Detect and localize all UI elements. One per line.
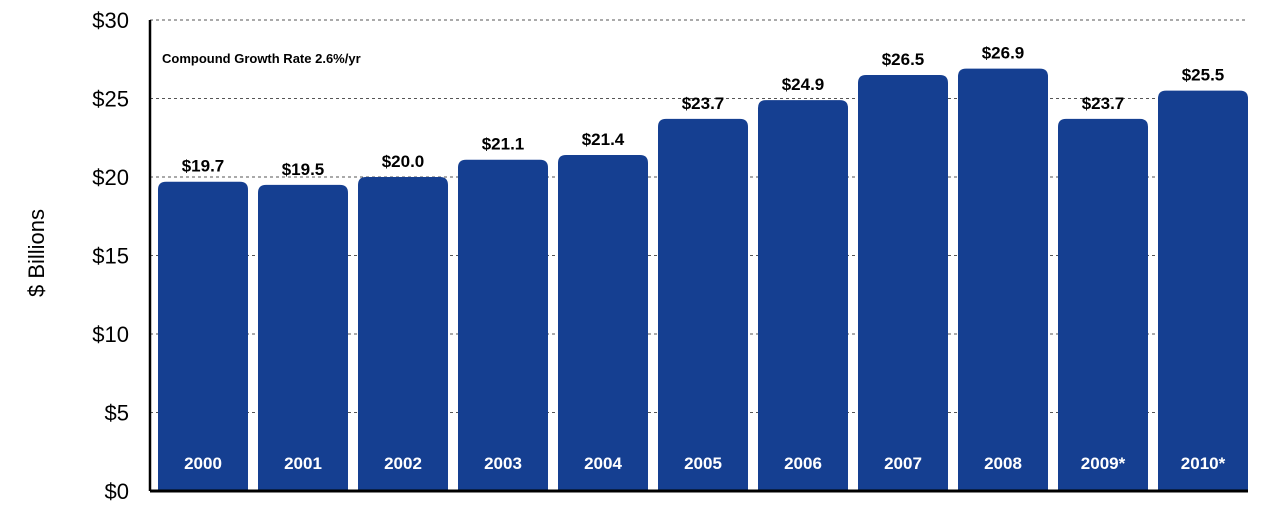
category-label: 2003 [484, 454, 522, 473]
y-tick-label: $10 [92, 322, 129, 347]
chart-annotation: Compound Growth Rate 2.6%/yr [162, 51, 361, 66]
y-tick-labels: $0 $5 $10 $15 $20 $25 $30 [92, 8, 129, 504]
y-tick-label: $25 [92, 87, 129, 112]
y-tick-label: $15 [92, 244, 129, 269]
category-label: 2004 [584, 454, 622, 473]
category-label: 2000 [184, 454, 222, 473]
axes [148, 20, 1248, 493]
bar-value-label: $21.1 [482, 135, 525, 154]
category-label: 2007 [884, 454, 922, 473]
category-label: 2001 [284, 454, 322, 473]
bar-value-label: $26.5 [882, 50, 925, 69]
y-tick-label: $30 [92, 8, 129, 33]
category-label: 2009* [1081, 454, 1126, 473]
bar [558, 155, 648, 491]
bar [658, 118, 748, 491]
bar [1158, 90, 1248, 492]
category-label: 2005 [684, 454, 722, 473]
bar [958, 68, 1048, 492]
bar [858, 74, 948, 491]
y-tick-label: $20 [92, 165, 129, 190]
bar-value-label: $19.5 [282, 160, 325, 179]
category-label: 2006 [784, 454, 822, 473]
bars [158, 68, 1248, 492]
bar-value-label: $25.5 [1182, 66, 1225, 85]
bar [258, 184, 348, 491]
bar-value-label: $23.7 [1082, 94, 1125, 113]
bar-value-label: $20.0 [382, 152, 425, 171]
y-tick-label: $5 [105, 401, 129, 426]
bar [358, 177, 448, 491]
bar-value-label: $26.9 [982, 44, 1025, 63]
bar-value-label: $21.4 [582, 130, 625, 149]
bar [458, 159, 548, 492]
category-label: 2008 [984, 454, 1022, 473]
bar [1058, 118, 1148, 491]
bar-value-label: $23.7 [682, 94, 725, 113]
bar-value-label: $24.9 [782, 75, 825, 94]
category-label: 2002 [384, 454, 422, 473]
y-axis-label: $ Billions [24, 209, 49, 297]
category-labels: 2000 2001 2002 2003 2004 2005 2006 2007 2008 2009… [184, 454, 1226, 473]
y-tick-label: $0 [105, 479, 129, 504]
bar [758, 100, 848, 491]
category-label: 2010* [1181, 454, 1226, 473]
bar [158, 181, 248, 491]
data-labels: $19.7 $19.5 $20.0 $21.1 $21.4 $23.7 $24.9 $26.5… [182, 44, 1225, 179]
bar-value-label: $19.7 [182, 157, 225, 176]
